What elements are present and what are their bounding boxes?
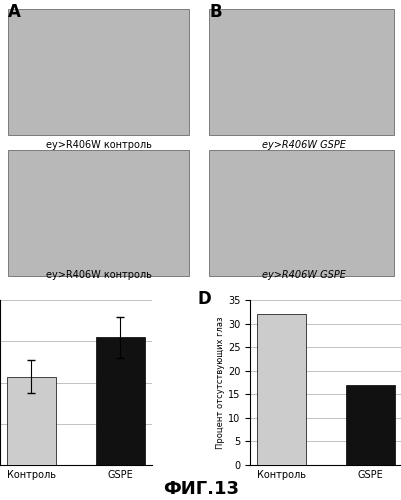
Text: ey>R406W GSPE: ey>R406W GSPE <box>261 140 344 149</box>
Y-axis label: Процент отсутствующих глаз: Процент отсутствующих глаз <box>216 316 225 449</box>
Bar <box>209 8 393 135</box>
Bar <box>345 385 394 464</box>
Text: D: D <box>197 290 211 308</box>
Bar <box>257 314 306 464</box>
Text: B: B <box>209 3 221 21</box>
Text: ФИГ.13: ФИГ.13 <box>162 480 239 498</box>
Bar <box>209 150 393 276</box>
Text: ey>R406W контроль: ey>R406W контроль <box>45 140 151 149</box>
Text: ey>R406W контроль: ey>R406W контроль <box>45 270 151 280</box>
Bar <box>8 8 188 135</box>
Bar <box>8 150 188 276</box>
Text: A: A <box>8 3 21 21</box>
Bar <box>7 377 56 464</box>
Bar <box>95 338 144 464</box>
Text: ey>R406W GSPE: ey>R406W GSPE <box>261 270 344 280</box>
